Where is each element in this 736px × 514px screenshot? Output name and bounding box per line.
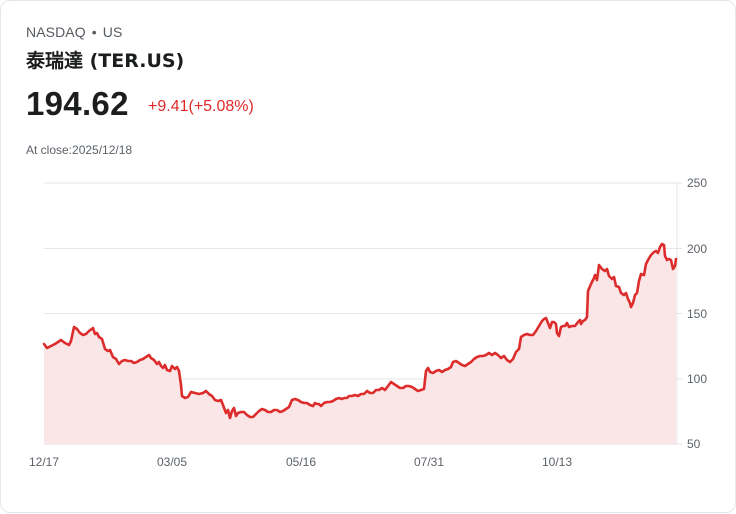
- close-date: At close:2025/12/18: [26, 143, 133, 157]
- y-tick-label: 100: [687, 372, 707, 386]
- y-tick-label: 150: [687, 307, 707, 321]
- market-name: US: [102, 24, 123, 40]
- x-axis: 12/17 03/05 05/16 07/31 10/13: [29, 455, 572, 469]
- x-tick-label: 07/31: [414, 455, 444, 469]
- current-price: 194.62: [26, 85, 129, 122]
- x-tick-label: 12/17: [29, 455, 59, 469]
- separator-dot: •: [91, 24, 97, 40]
- stock-title: 泰瑞達 (TER.US): [26, 50, 185, 72]
- x-tick-label: 03/05: [157, 455, 187, 469]
- exchange-name: NASDAQ: [26, 24, 86, 40]
- price-line: [42, 242, 678, 420]
- y-tick-label: 200: [687, 242, 707, 256]
- y-tick-label: 50: [687, 437, 701, 451]
- y-axis: 250 200 150 100 50: [687, 176, 707, 451]
- x-tick-label: 10/13: [542, 455, 572, 469]
- price-change: +9.41(+5.08%): [148, 98, 254, 115]
- exchange-info: NASDAQ • US: [26, 24, 122, 40]
- price-area-fill: [44, 244, 676, 444]
- y-tick-label: 250: [687, 176, 707, 190]
- x-tick-label: 05/16: [286, 455, 316, 469]
